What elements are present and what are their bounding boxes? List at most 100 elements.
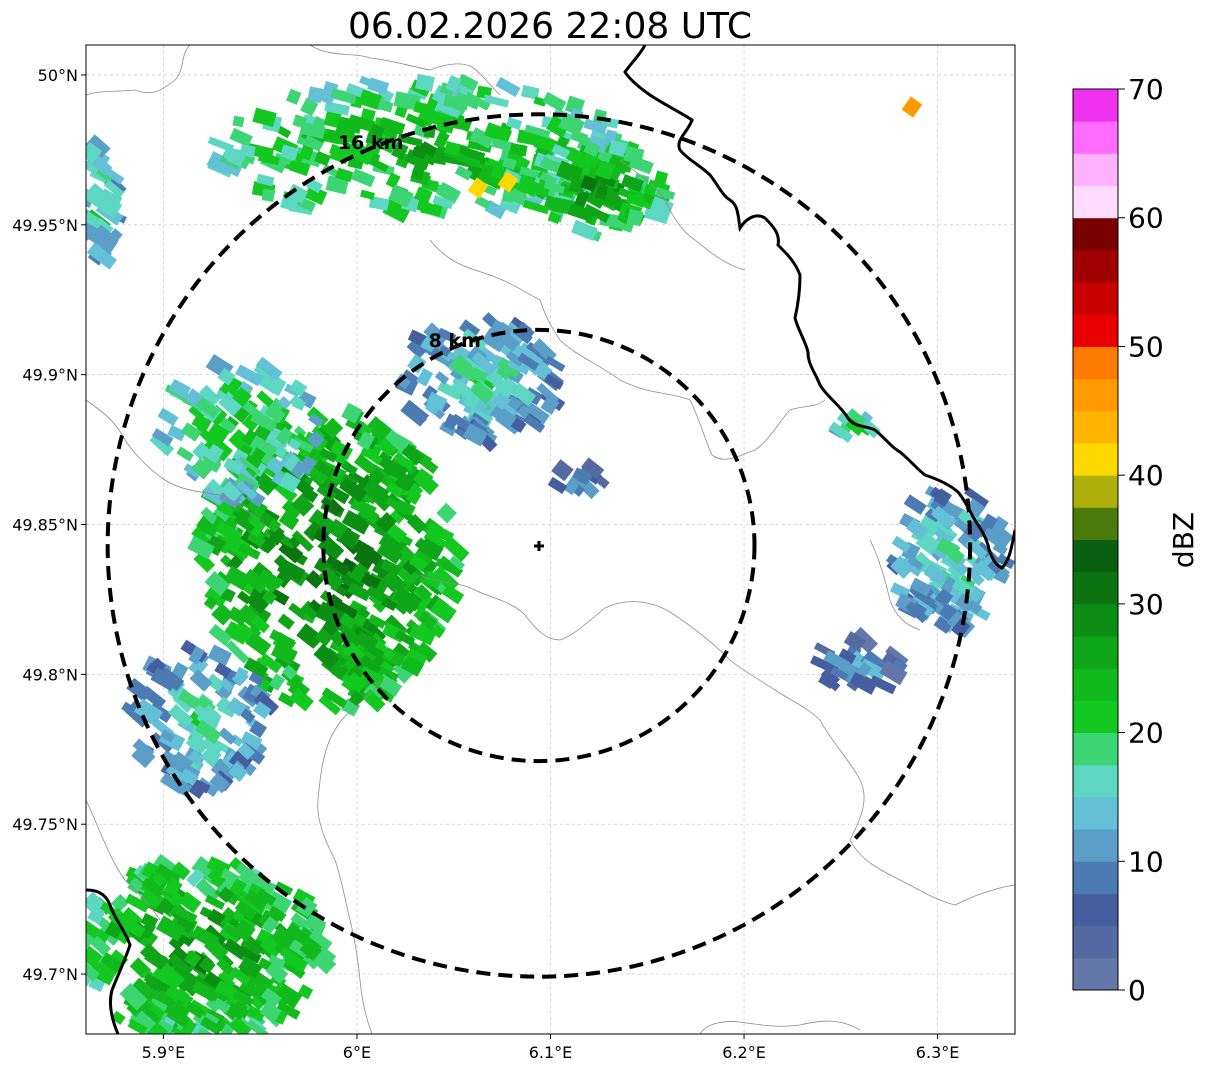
echo-cell	[214, 980, 237, 1000]
echo-cell	[292, 114, 308, 129]
echo-cell	[176, 446, 194, 462]
echo-cell	[388, 184, 414, 208]
echo-cell	[580, 175, 598, 192]
boundary-line	[429, 239, 826, 460]
echo-cell	[386, 523, 408, 544]
echo-cell	[217, 886, 234, 903]
echo-cell	[202, 485, 226, 506]
echo-cell	[432, 566, 460, 593]
echo-cell	[288, 602, 309, 621]
colorbar-band	[1073, 282, 1118, 315]
echo-cell	[327, 518, 348, 540]
echo-cell	[235, 480, 258, 501]
echo-cell	[200, 733, 225, 757]
echo-cell	[951, 618, 971, 638]
echo-cell	[168, 934, 185, 951]
echo-cell	[287, 437, 301, 451]
echo-cell	[274, 881, 294, 896]
echo-cell	[207, 421, 230, 444]
echo-cell	[275, 426, 294, 446]
echo-cell	[111, 1010, 126, 1025]
echo-cell	[140, 890, 161, 909]
echo-cell	[981, 513, 998, 530]
colorbar-band	[1073, 217, 1118, 251]
echo-cell	[520, 177, 540, 197]
echo-cell	[917, 515, 941, 537]
echo-cell	[405, 113, 429, 129]
echo-cell	[930, 505, 957, 530]
echo-cell	[240, 938, 263, 956]
boundary-line	[309, 45, 501, 96]
echo-cell	[352, 539, 375, 560]
map-panel: 8 km 16 km 5.9°E 6°E 6.1°E 6.2°E 6.3°E 49.7°N 4…	[12, 44, 1016, 1062]
figure-title: 06.02.2026 22:08 UTC	[348, 6, 752, 47]
echo-cell	[261, 916, 279, 935]
echo-cell	[360, 572, 381, 590]
echo-cell	[125, 893, 150, 913]
echo-cell	[265, 961, 289, 984]
echo-cell	[140, 912, 159, 929]
echo-cell	[501, 188, 515, 203]
echo-cell	[155, 915, 186, 942]
echo-cell	[233, 514, 255, 533]
echo-cell	[376, 541, 403, 565]
echo-cell	[259, 653, 282, 674]
echo-cell	[509, 142, 528, 157]
echo-cell	[278, 471, 301, 494]
echo-cell	[417, 610, 438, 631]
echo-cell	[133, 698, 164, 726]
echo-cell	[489, 319, 513, 341]
echo-cell	[139, 921, 157, 940]
echo-cell	[907, 556, 924, 571]
echo-cell	[442, 535, 470, 562]
x-tick-label: 6.2°E	[722, 1043, 766, 1062]
echo-cell	[849, 671, 878, 695]
y-tick-label: 50°N	[38, 66, 78, 85]
echo-cell	[400, 399, 430, 427]
echo-cell	[471, 351, 497, 376]
echo-cell	[517, 352, 540, 371]
echo-cell	[299, 121, 326, 139]
echo-cell	[232, 386, 252, 407]
echo-cell	[203, 936, 229, 962]
echo-cell	[244, 889, 268, 912]
echo-cell	[470, 380, 495, 405]
echo-cell	[260, 987, 282, 1008]
echo-cell	[965, 498, 986, 518]
echo-cell	[655, 187, 676, 200]
echo-cell	[345, 140, 375, 166]
echo-cell	[394, 629, 416, 647]
echo-cell	[524, 402, 550, 425]
echo-cell	[157, 407, 179, 426]
echo-cell	[296, 927, 324, 952]
echo-cell	[273, 480, 298, 503]
echo-cell	[305, 570, 325, 589]
echo-cell	[278, 510, 300, 531]
echo-cell	[329, 440, 354, 461]
echo-cell	[467, 140, 492, 153]
echo-cell	[183, 463, 202, 479]
echo-cell	[239, 144, 256, 158]
echo-cell	[209, 772, 231, 794]
echo-cell	[86, 211, 99, 225]
echo-cell	[412, 468, 434, 489]
echo-cell	[229, 966, 251, 986]
echo-cell	[184, 1001, 205, 1019]
echo-cell	[964, 585, 985, 606]
echo-cell	[393, 452, 416, 471]
echo-cell	[234, 900, 257, 921]
echo-cell	[457, 145, 486, 165]
echo-cell	[249, 720, 268, 738]
echo-cell	[314, 150, 331, 167]
echo-cell	[542, 91, 567, 112]
echo-cell	[241, 400, 263, 420]
echo-cell	[367, 77, 390, 95]
echo-cell	[198, 957, 216, 974]
echo-cell	[906, 518, 930, 540]
echo-cell	[903, 494, 927, 515]
echo-cell	[247, 531, 266, 548]
echo-cell	[199, 384, 221, 407]
echo-cell	[100, 952, 124, 973]
echo-cell	[249, 435, 278, 460]
echo-cell	[86, 223, 101, 244]
